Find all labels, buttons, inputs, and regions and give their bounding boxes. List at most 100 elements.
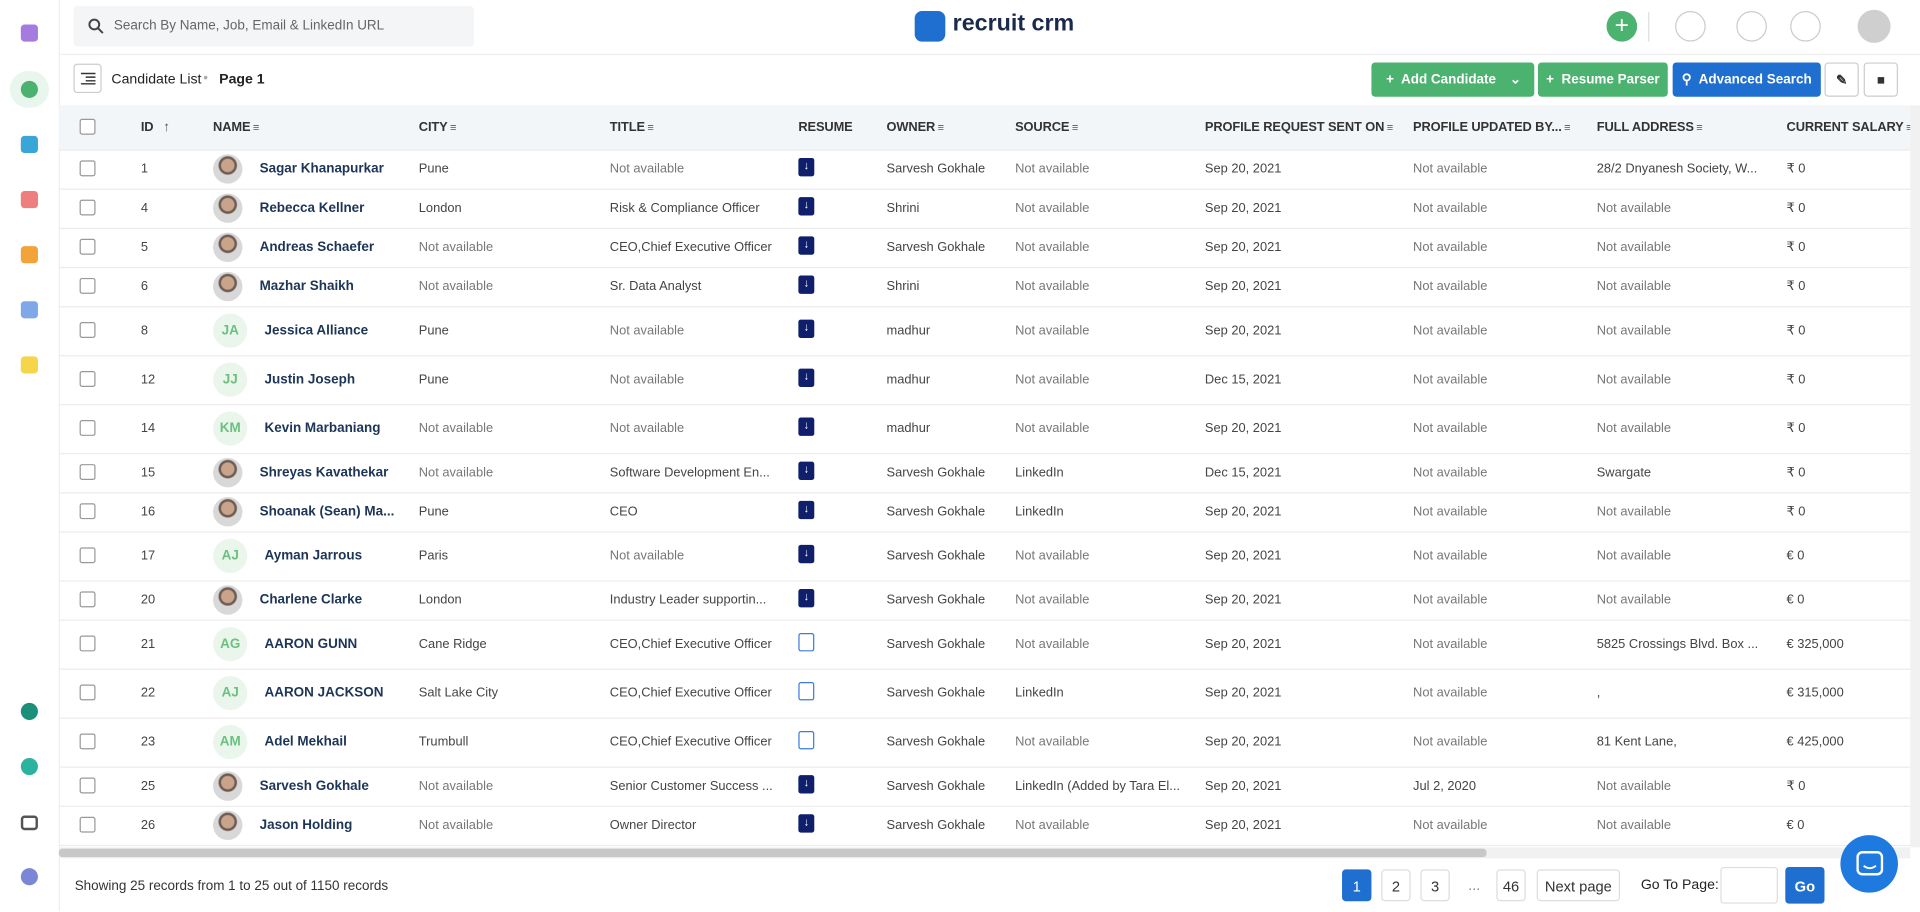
column-header[interactable]: RESUME [798, 120, 853, 135]
candidate-name[interactable]: Adel Mekhail [264, 734, 347, 750]
filter-icon[interactable]: ≡ [252, 121, 260, 134]
add-button[interactable]: + [1606, 11, 1638, 42]
filter-icon[interactable]: ≡ [1564, 121, 1571, 134]
column-header[interactable]: CITY ≡ [418, 120, 457, 135]
candidate-name[interactable]: Mazhar Shaikh [259, 279, 354, 294]
candidate-name[interactable]: Andreas Schaefer [259, 240, 375, 255]
nav-calendar[interactable] [20, 356, 38, 374]
resume-file[interactable]: ↓ [798, 544, 815, 564]
nav-companies[interactable] [20, 135, 38, 154]
row-checkbox[interactable] [79, 420, 96, 436]
row-checkbox[interactable] [79, 777, 96, 794]
nav-email[interactable] [20, 301, 38, 319]
nav-cards[interactable] [20, 815, 38, 831]
page-button[interactable]: 1 [1342, 869, 1372, 902]
row-checkbox[interactable] [79, 684, 96, 701]
page-button[interactable]: 46 [1496, 869, 1526, 902]
candidate-name[interactable]: Ayman Jarrous [264, 548, 363, 564]
nav-billing[interactable] [20, 702, 38, 721]
resume-file[interactable]: ↓ [798, 417, 815, 436]
nav-dashboard[interactable] [20, 24, 38, 42]
sort-icon[interactable]: ↑ [163, 120, 170, 135]
nav-contacts[interactable] [20, 191, 38, 209]
gift-icon[interactable] [1675, 11, 1706, 42]
row-checkbox[interactable] [79, 733, 96, 750]
row-checkbox[interactable] [79, 635, 96, 652]
resume-file[interactable]: ↓ [798, 588, 815, 608]
candidate-name[interactable]: Charlene Clarke [259, 592, 363, 608]
filter-icon[interactable]: ≡ [450, 121, 457, 134]
column-header[interactable]: ID ↑ [140, 120, 170, 135]
resume-file[interactable]: ↓ [798, 197, 815, 216]
row-checkbox[interactable] [79, 547, 96, 564]
filter-icon[interactable]: ≡ [1696, 121, 1703, 134]
resume-parser-button[interactable]: + Resume Parser [1537, 62, 1668, 97]
resume-empty[interactable] [798, 633, 815, 652]
filter-icon[interactable]: ≡ [1386, 121, 1394, 134]
column-header[interactable]: CURRENT SALARY≡ [1787, 120, 1913, 135]
candidate-name[interactable]: Shreyas Kavathekar [259, 465, 389, 481]
dropdown-caret[interactable]: ⌄ [1509, 72, 1522, 87]
add-candidate-button[interactable]: + Add Candidate ⌄ [1371, 62, 1535, 97]
user-avatar[interactable] [1857, 9, 1891, 43]
candidate-name[interactable]: AARON GUNN [264, 636, 358, 652]
resume-file[interactable]: ↓ [798, 814, 815, 833]
search-box[interactable]: Search By Name, Job, Email & LinkedIn UR… [73, 6, 474, 47]
resume-file[interactable]: ↓ [798, 775, 815, 794]
row-checkbox[interactable] [79, 464, 96, 481]
messages-icon[interactable] [1736, 11, 1767, 42]
column-header[interactable]: OWNER ≡ [886, 120, 945, 135]
candidate-name[interactable]: Sagar Khanapurkar [259, 161, 384, 177]
column-header[interactable]: NAME ≡ [213, 120, 260, 135]
row-checkbox[interactable] [79, 322, 96, 338]
row-checkbox[interactable] [79, 277, 96, 294]
resume-file[interactable]: ↓ [798, 500, 815, 520]
column-header[interactable]: TITLE ≡ [609, 120, 654, 135]
row-checkbox[interactable] [79, 371, 96, 387]
goto-input[interactable] [1720, 866, 1778, 904]
row-checkbox[interactable] [79, 503, 96, 520]
filter-icon[interactable]: ≡ [647, 121, 654, 134]
resume-file[interactable]: ↓ [798, 157, 815, 177]
nav-settings[interactable] [20, 868, 38, 886]
row-checkbox[interactable] [79, 816, 96, 833]
nav-reports[interactable] [20, 757, 38, 776]
row-checkbox[interactable] [79, 238, 96, 255]
filter-icon[interactable]: ≡ [1071, 121, 1079, 134]
candidate-name[interactable]: Justin Joseph [264, 372, 356, 387]
candidate-name[interactable]: Sarvesh Gokhale [259, 778, 369, 794]
resume-file[interactable]: ↓ [798, 461, 815, 481]
next-page[interactable]: Next page [1536, 869, 1621, 902]
v-scrollbar[interactable] [1910, 105, 1920, 848]
edit-button[interactable]: ✎ [1824, 62, 1859, 97]
resume-file[interactable]: ↓ [798, 368, 815, 387]
page-button[interactable]: 2 [1381, 869, 1411, 902]
resume-file[interactable]: ↓ [798, 236, 815, 255]
nav-candidates[interactable] [20, 80, 38, 98]
video-button[interactable]: ■ [1863, 62, 1898, 97]
candidate-name[interactable]: Kevin Marbaniang [264, 421, 381, 436]
candidate-name[interactable]: Shoanak (Sean) Ma... [259, 504, 395, 520]
filter-icon[interactable]: ≡ [1906, 121, 1912, 133]
go-button[interactable]: Go [1785, 866, 1825, 904]
column-header[interactable]: FULL ADDRESS ≡ [1596, 120, 1703, 135]
candidate-name[interactable]: Rebecca Kellner [259, 200, 365, 216]
list-toggle[interactable] [73, 63, 102, 94]
resume-file[interactable]: ↓ [798, 275, 815, 294]
candidate-name[interactable]: AARON JACKSON [264, 685, 384, 701]
resume-file[interactable]: ↓ [798, 319, 815, 338]
resume-empty[interactable] [798, 682, 815, 701]
row-checkbox[interactable] [79, 199, 96, 216]
column-header[interactable]: PROFILE UPDATED BY... ≡ [1413, 120, 1571, 135]
nav-jobs[interactable] [20, 246, 38, 264]
column-header[interactable]: PROFILE REQUEST SENT ON ≡ [1204, 120, 1394, 135]
chat-bubble[interactable] [1840, 835, 1898, 893]
page-button[interactable]: 3 [1420, 869, 1450, 902]
row-checkbox[interactable] [79, 591, 96, 608]
column-header[interactable]: SOURCE ≡ [1015, 120, 1079, 135]
h-scroll-thumb[interactable] [58, 848, 1487, 858]
notifications-icon[interactable] [1790, 11, 1821, 42]
advanced-search-button[interactable]: ⚲ Advanced Search [1672, 62, 1821, 97]
candidate-name[interactable]: Jason Holding [259, 817, 353, 833]
row-checkbox[interactable] [79, 160, 96, 177]
